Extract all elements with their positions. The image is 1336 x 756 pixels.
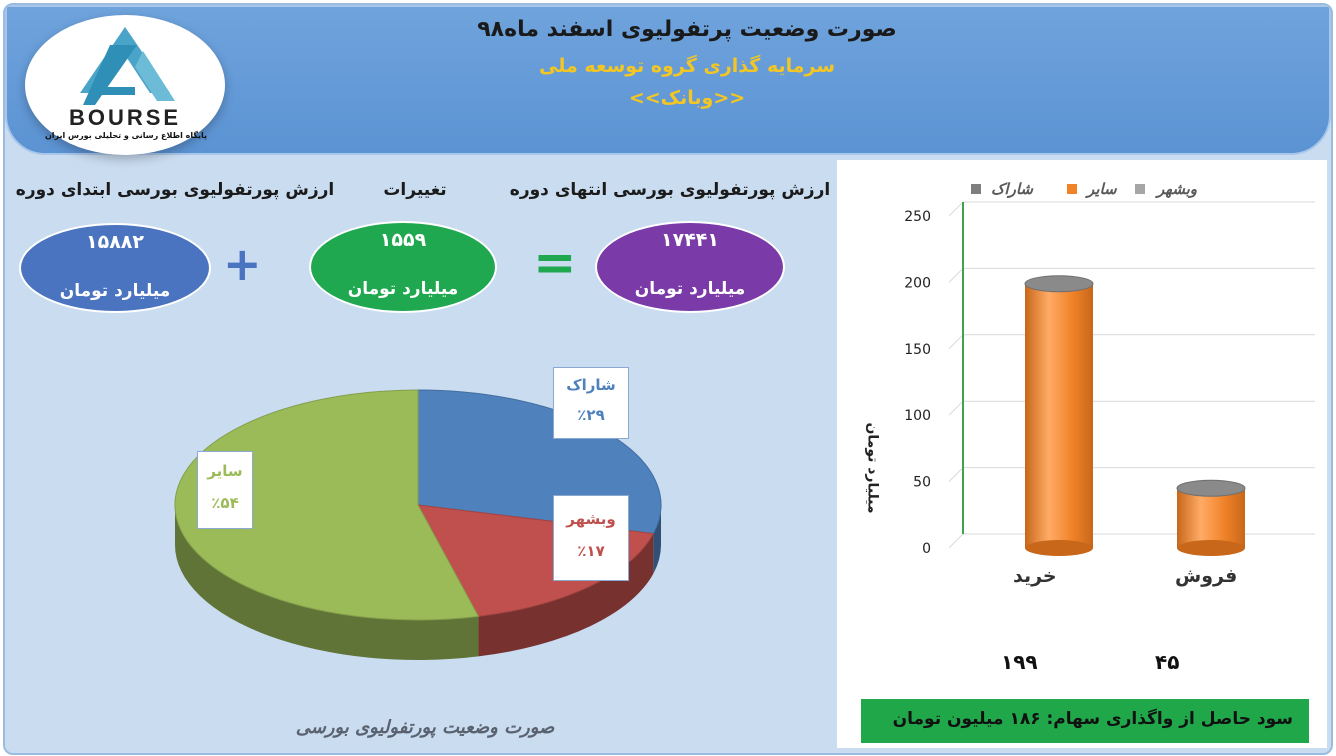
pie-slice-2 — [174, 389, 480, 621]
x-category-buy: خرید — [1013, 565, 1057, 587]
bar-cylinder-0 — [1025, 283, 1093, 548]
pie-side-group — [175, 505, 661, 660]
x-category-sell: فروش — [1175, 565, 1238, 587]
bar-top-cap-1 — [1176, 479, 1246, 497]
logo-mark-icon — [80, 27, 175, 105]
bar-bottom-cap-1 — [1177, 540, 1245, 556]
pie-label-vbshahr-pct: ٪۱۷ — [577, 542, 605, 560]
start-value-oval: ۱۵۸۸۲ میلیارد تومان — [19, 223, 211, 313]
bar-cylinder-1 — [1177, 488, 1245, 548]
end-unit: میلیارد تومان — [634, 279, 746, 299]
gridline-diag-4 — [948, 268, 964, 283]
plus-icon: + — [223, 237, 262, 291]
legend-vbshahr: وبشهر — [1157, 180, 1197, 198]
gridline-diag-1 — [948, 467, 964, 482]
end-value-oval: ۱۷۴۴۱ میلیارد تومان — [595, 221, 785, 313]
change-unit: میلیارد تومان — [347, 279, 459, 299]
gridline-diag-2 — [948, 400, 964, 416]
portfolio-pie-chart — [174, 389, 662, 660]
page-title: صورت وضعیت پرتفولیوی اسفند ماه۹۸ — [477, 17, 897, 42]
dashboard-frame: BOURSE پایگاه اطلاع رسانی و تحلیلی بورس … — [3, 3, 1333, 755]
bar-value-sell: ۴۵ — [1155, 650, 1180, 674]
y-tick-label-0: 0 — [922, 541, 931, 557]
bar-value-buy: ۱۹۹ — [1001, 650, 1038, 674]
gridline-diag-0 — [948, 533, 964, 549]
legend-swatch-sharak — [971, 184, 981, 194]
start-unit: میلیارد تومان — [59, 281, 171, 301]
bourse-logo: BOURSE پایگاه اطلاع رسانی و تحلیلی بورس … — [25, 15, 225, 155]
bar-top-cap-0 — [1024, 275, 1094, 293]
pie-label-vbshahr-name: وبشهر — [566, 510, 616, 528]
start-value-label: ارزش پورتفولیوی بورسی ابتدای دوره — [15, 180, 335, 200]
pie-label-sharak-name: شاراک — [566, 376, 616, 394]
pie-label-sharak: شاراک ٪۲۹ — [553, 367, 629, 439]
bar-chart-panel: وبشهر سایر شاراک 0 50 100 150 200 250 میلیارد… — [837, 160, 1327, 748]
profit-banner: سود حاصل از واگذاری سهام: ۱۸۶ میلیون توم… — [861, 699, 1309, 743]
change-value-oval: ۱۵۵۹ میلیارد تومان — [309, 221, 497, 313]
bar-bottom-cap-0 — [1025, 540, 1093, 556]
bar-chart-svg: 0 50 100 150 200 250 — [904, 201, 1315, 557]
y-tick-label-4: 200 — [904, 275, 931, 291]
legend-sharak: شاراک — [991, 180, 1033, 198]
gridline-diag-5 — [948, 201, 964, 217]
legend-swatch-other — [1067, 184, 1077, 194]
y-tick-label-1: 50 — [913, 475, 931, 491]
pie-label-other-name: سایر — [207, 462, 243, 480]
y-tick-label-3: 150 — [904, 342, 931, 358]
page-subtitle: سرمایه گذاری گروه توسعه ملی — [538, 55, 836, 77]
y-tick-label-5: 250 — [904, 209, 931, 225]
legend-swatch-vbshahr — [1135, 184, 1145, 194]
logo-wordmark: BOURSE — [68, 105, 182, 130]
logo-caption: پایگاه اطلاع رسانی و تحلیلی بورس ایران — [44, 131, 208, 140]
equals-icon: = — [533, 233, 577, 293]
pie-side-wall-2-0 — [175, 505, 479, 660]
header-banner: BOURSE پایگاه اطلاع رسانی و تحلیلی بورس … — [5, 5, 1331, 155]
change-value: ۱۵۵۹ — [379, 229, 427, 251]
end-value-label: ارزش پورتفولیوی بورسی انتهای دوره — [509, 180, 831, 200]
pie-label-sharak-pct: ٪۲۹ — [577, 406, 605, 424]
pie-label-other-pct: ٪۵۴ — [211, 494, 239, 512]
pie-side-wall-1-0 — [478, 533, 654, 657]
change-label: تغییرات — [383, 180, 447, 200]
gridline-diag-3 — [948, 334, 964, 350]
legend-other: سایر — [1087, 180, 1117, 198]
pie-label-vbshahr: وبشهر ٪۱۷ — [553, 495, 629, 581]
end-value: ۱۷۴۴۱ — [661, 229, 719, 251]
y-tick-label-2: 100 — [904, 408, 931, 424]
pie-side-wall-0-0 — [653, 505, 661, 574]
pie-label-other: سایر ٪۵۴ — [197, 451, 253, 529]
pie-caption: صورت وضعیت پورتفولیوی بورسی — [295, 717, 555, 738]
company-symbol: <<وبانک>> — [628, 87, 746, 109]
y-axis-label: میلیارد تومان — [864, 422, 881, 514]
start-value: ۱۵۸۸۲ — [86, 231, 144, 253]
